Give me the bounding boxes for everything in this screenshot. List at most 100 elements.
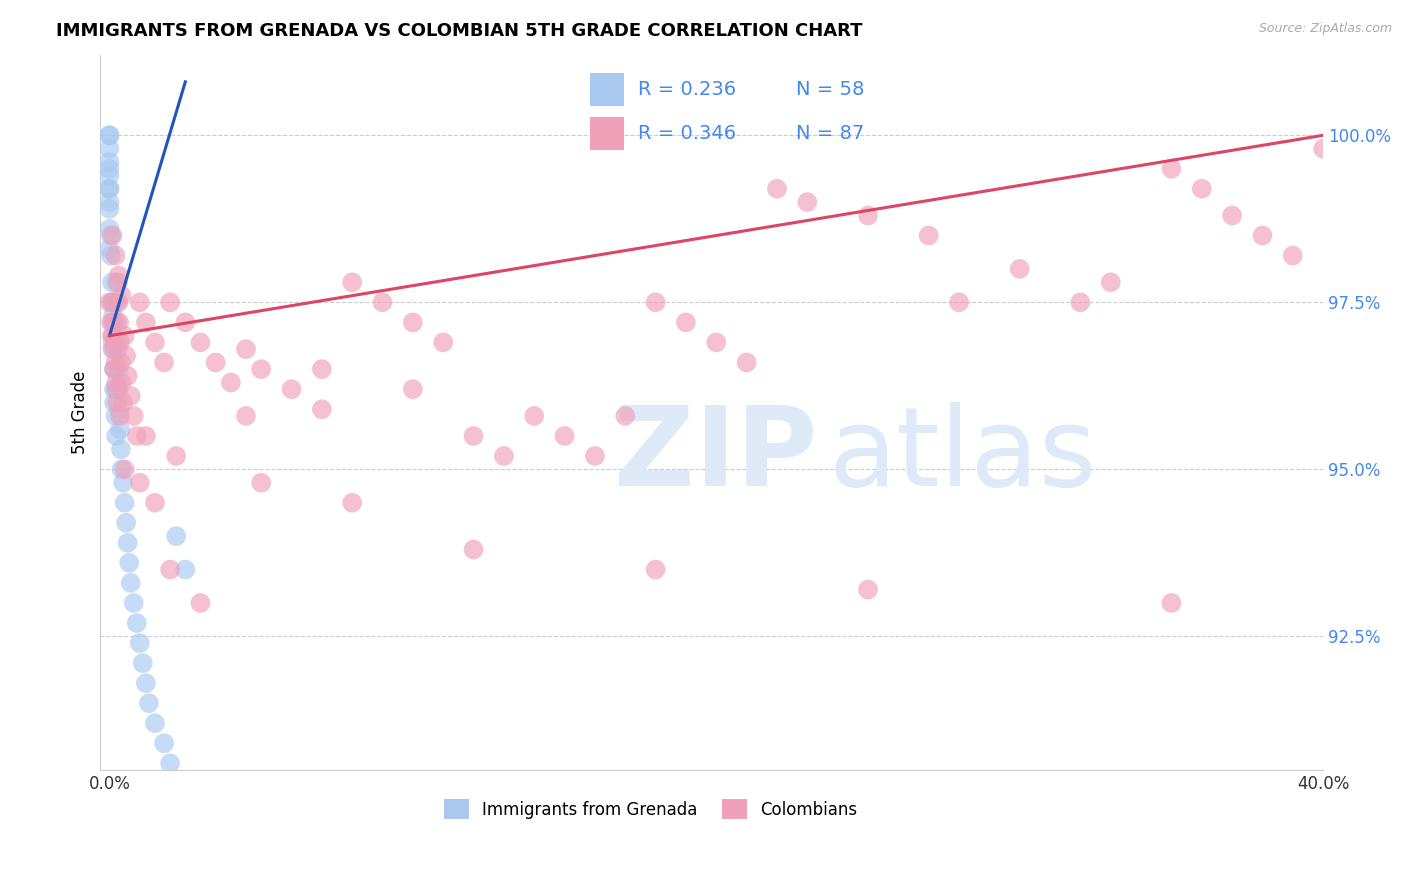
Point: [101, 328, 124, 343]
Point: [101, 295, 124, 310]
Point: [104, 409, 127, 423]
Point: [796, 195, 818, 210]
Point: [143, 335, 166, 350]
Point: [104, 249, 127, 263]
Point: [115, 516, 138, 530]
Point: [153, 355, 176, 369]
Point: [125, 429, 148, 443]
Point: [112, 475, 135, 490]
Point: [311, 362, 333, 376]
Point: [105, 295, 128, 310]
Point: [107, 362, 129, 376]
Point: [1312, 142, 1334, 156]
Point: [311, 402, 333, 417]
Point: [101, 335, 124, 350]
Point: [153, 736, 176, 750]
Point: [644, 295, 666, 310]
Point: [101, 315, 124, 329]
Point: [107, 295, 129, 310]
Point: [98, 182, 121, 196]
Point: [463, 429, 485, 443]
Point: [103, 315, 125, 329]
Point: [135, 676, 157, 690]
Point: [98, 222, 121, 236]
Point: [250, 475, 273, 490]
Point: [165, 449, 187, 463]
Text: ZIP: ZIP: [614, 402, 817, 509]
Point: [108, 422, 131, 436]
Point: [105, 382, 128, 396]
Point: [105, 275, 128, 289]
Point: [101, 275, 124, 289]
Text: atlas: atlas: [828, 402, 1097, 509]
Point: [766, 182, 789, 196]
Point: [108, 402, 131, 417]
Point: [115, 349, 138, 363]
Point: [110, 462, 132, 476]
Legend: Immigrants from Grenada, Colombians: Immigrants from Grenada, Colombians: [437, 792, 865, 826]
Point: [98, 242, 121, 256]
Point: [98, 142, 121, 156]
Point: [463, 542, 485, 557]
Point: [100, 228, 122, 243]
Point: [614, 409, 637, 423]
Y-axis label: 5th Grade: 5th Grade: [72, 371, 89, 454]
Point: [108, 315, 131, 329]
Point: [112, 395, 135, 409]
Point: [190, 335, 212, 350]
Point: [159, 563, 181, 577]
Point: [104, 382, 127, 396]
Point: [98, 128, 121, 143]
Point: [250, 362, 273, 376]
Point: [1008, 261, 1031, 276]
Point: [101, 295, 124, 310]
Point: [104, 362, 127, 376]
Point: [735, 355, 758, 369]
Point: [110, 376, 132, 390]
Point: [103, 362, 125, 376]
Point: [103, 362, 125, 376]
Point: [165, 529, 187, 543]
Point: [159, 756, 181, 771]
Point: [583, 449, 606, 463]
Point: [114, 462, 136, 476]
Point: [110, 442, 132, 457]
Point: [105, 395, 128, 409]
Point: [110, 288, 132, 302]
Point: [492, 449, 515, 463]
Point: [402, 315, 425, 329]
Point: [98, 128, 121, 143]
Point: [101, 342, 124, 356]
Point: [219, 376, 242, 390]
Text: Source: ZipAtlas.com: Source: ZipAtlas.com: [1258, 22, 1392, 36]
Point: [125, 615, 148, 630]
Point: [432, 335, 454, 350]
Point: [1069, 295, 1091, 310]
Point: [114, 328, 136, 343]
Point: [120, 576, 142, 591]
Point: [856, 582, 879, 597]
Point: [856, 209, 879, 223]
Point: [128, 295, 150, 310]
Point: [117, 368, 139, 383]
Point: [644, 563, 666, 577]
Point: [1220, 209, 1243, 223]
Point: [105, 315, 128, 329]
Point: [1160, 161, 1182, 176]
Point: [1099, 275, 1122, 289]
Point: [523, 409, 546, 423]
Point: [132, 656, 155, 670]
Point: [128, 636, 150, 650]
Point: [402, 382, 425, 396]
Point: [98, 195, 121, 210]
Point: [122, 596, 145, 610]
Point: [675, 315, 697, 329]
Point: [98, 182, 121, 196]
Point: [1160, 596, 1182, 610]
Point: [103, 382, 125, 396]
Point: [98, 202, 121, 216]
Point: [114, 496, 136, 510]
Point: [371, 295, 394, 310]
Point: [190, 596, 212, 610]
Point: [98, 161, 121, 176]
